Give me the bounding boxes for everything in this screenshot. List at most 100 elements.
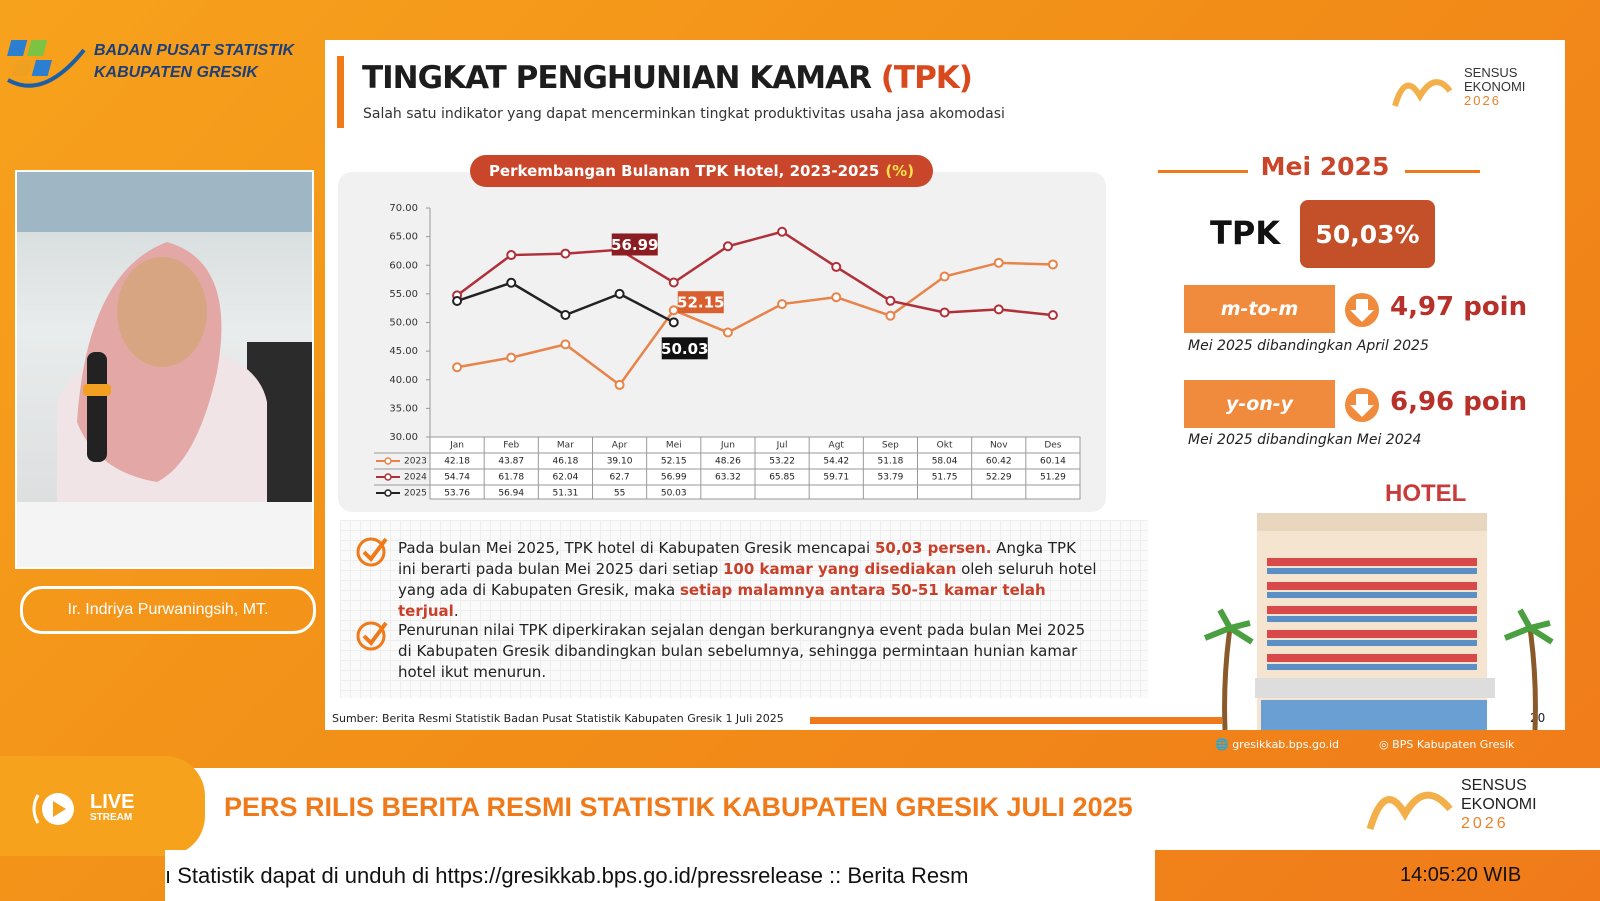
- mtm-change: 4,97 poin: [1390, 292, 1528, 322]
- sensus-text: SENSUS EKONOMI 2026: [1461, 776, 1537, 833]
- table-cell: 58.04: [932, 457, 958, 467]
- x-tick-label: Jul: [776, 441, 788, 451]
- logo-line: 2026: [1461, 815, 1509, 832]
- point: [993, 304, 1004, 315]
- text: oleh seluruh hotel yang ada di Kabupaten…: [398, 560, 1097, 599]
- table-cell: 50.03: [661, 489, 687, 499]
- table-cell: 56.94: [498, 489, 524, 499]
- point: [506, 352, 517, 363]
- point: [560, 339, 571, 350]
- point: [506, 277, 517, 288]
- x-tick-label: Okt: [937, 441, 953, 451]
- table-cell: 59.71: [823, 473, 849, 483]
- instagram-link[interactable]: ◎ BPS Kabupaten Gresik: [1379, 738, 1515, 751]
- presenter-figure: [17, 172, 312, 567]
- clock: 14:05:20 WIB: [1400, 864, 1522, 886]
- point: [831, 292, 842, 303]
- table-cell: 51.18: [878, 457, 904, 467]
- x-tick-label: Des: [1044, 441, 1061, 451]
- text: .: [453, 602, 459, 620]
- check-icon: [356, 537, 388, 567]
- sensus-text: SENSUS EKONOMI 2026: [1464, 66, 1525, 108]
- yoy-label: y-on-y: [1184, 380, 1335, 428]
- down-arrow: [1345, 293, 1379, 327]
- point: [722, 241, 733, 252]
- presenter-video: [15, 170, 314, 569]
- chart: 30.00 35.00 40.00 45.00 50.00 55.00 60.00 65.00…: [374, 203, 1081, 500]
- link-text[interactable]: BPS Kabupaten Gresik: [1392, 738, 1515, 751]
- table-cell: 53.79: [878, 473, 904, 483]
- sensus-mark: [1392, 79, 1453, 107]
- point: [777, 299, 788, 310]
- point: [560, 248, 571, 259]
- x-tick-label: Feb: [503, 441, 519, 451]
- point: [831, 261, 842, 272]
- y-tick-label: 30.00: [389, 432, 418, 443]
- website-link[interactable]: 🌐 gresikkab.bps.go.id: [1215, 738, 1340, 751]
- table-cell: 55: [614, 489, 625, 499]
- x-tick-label: Jan: [449, 441, 464, 451]
- x-tick-label: Apr: [612, 441, 628, 451]
- callout-box: [661, 337, 708, 360]
- callout-box: [611, 233, 658, 256]
- chart-title-unit: (%): [885, 162, 915, 180]
- slide-subtitle: Salah satu indikator yang dapat mencermi…: [363, 106, 1005, 122]
- legend-label: 2023: [404, 457, 427, 467]
- point: [452, 362, 463, 373]
- callout-label: 52.15: [677, 294, 724, 312]
- x-tick-label: Mei: [666, 441, 682, 451]
- table-cell: 52.29: [986, 473, 1012, 483]
- point: [506, 250, 517, 261]
- point: [777, 226, 788, 237]
- x-tick-label: Mar: [557, 441, 574, 451]
- ticker: ı Statistik dapat di unduh di https://gr…: [165, 850, 1155, 901]
- table-cell: 52.15: [661, 457, 687, 467]
- table-cell: 60.14: [1040, 457, 1066, 467]
- point: [614, 379, 625, 390]
- mtm-label: m-to-m: [1184, 285, 1335, 333]
- hotel-sign: HOTEL: [1385, 480, 1467, 507]
- x-tick-label: Sep: [882, 441, 899, 451]
- table-cell: 53.76: [444, 489, 470, 499]
- stream-label: STREAM: [90, 812, 133, 823]
- x-tick-label: Nov: [990, 441, 1008, 451]
- link-text[interactable]: gresikkab.bps.go.id: [1232, 738, 1340, 751]
- highlight: 50,03 persen.: [874, 539, 992, 557]
- summary-label: TPK: [1210, 214, 1281, 252]
- summary-period: Mei 2025: [1260, 152, 1390, 181]
- table-cell: 56.99: [661, 473, 687, 483]
- live-text: LIVE STREAM: [90, 792, 134, 824]
- y-tick-label: 65.00: [389, 232, 418, 243]
- y-tick-label: 45.00: [389, 346, 418, 357]
- table-cell: 48.26: [715, 457, 741, 467]
- text: Pada bulan Mei 2025, TPK hotel di Kabupa…: [398, 539, 875, 557]
- banner: [0, 768, 1600, 850]
- table-cell: 42.18: [444, 457, 470, 467]
- sensus-logo: SENSUS EKONOMI 2026: [1390, 66, 1530, 116]
- down-arrow: [1345, 388, 1379, 422]
- logo-line: 2026: [1464, 93, 1501, 108]
- bullets-panel: [340, 520, 1148, 698]
- table-cell: 51.31: [553, 489, 579, 499]
- title-accent-bar: [337, 56, 344, 128]
- logo-line: EKONOMI: [1464, 79, 1526, 94]
- y-tick-label: 40.00: [389, 375, 418, 386]
- legend-label: 2024: [404, 473, 427, 483]
- callout-box: [677, 291, 724, 314]
- live-label: LIVE: [90, 791, 135, 813]
- table-cell: 62.04: [553, 473, 579, 483]
- mtm-note: Mei 2025 dibandingkan April 2025: [1188, 338, 1429, 354]
- table-cell: 51.29: [1040, 473, 1066, 483]
- chart-title-text: Perkembangan Bulanan TPK Hotel, 2023-202…: [488, 162, 880, 180]
- bps-logo: [7, 40, 86, 88]
- logo-line: EKONOMI: [1461, 796, 1537, 813]
- table-cell: 43.87: [498, 457, 524, 467]
- region-line: KABUPATEN GRESIK: [94, 64, 258, 81]
- series-line: [456, 261, 1053, 387]
- bullet-text: Penurunan nilai TPK diperkirakan sejalan…: [398, 620, 1098, 683]
- table-cell: 53.22: [769, 457, 795, 467]
- yoy-note: Mei 2025 dibandingkan Mei 2024: [1188, 432, 1422, 448]
- hotel-illustration: [1203, 513, 1554, 730]
- point: [452, 295, 463, 306]
